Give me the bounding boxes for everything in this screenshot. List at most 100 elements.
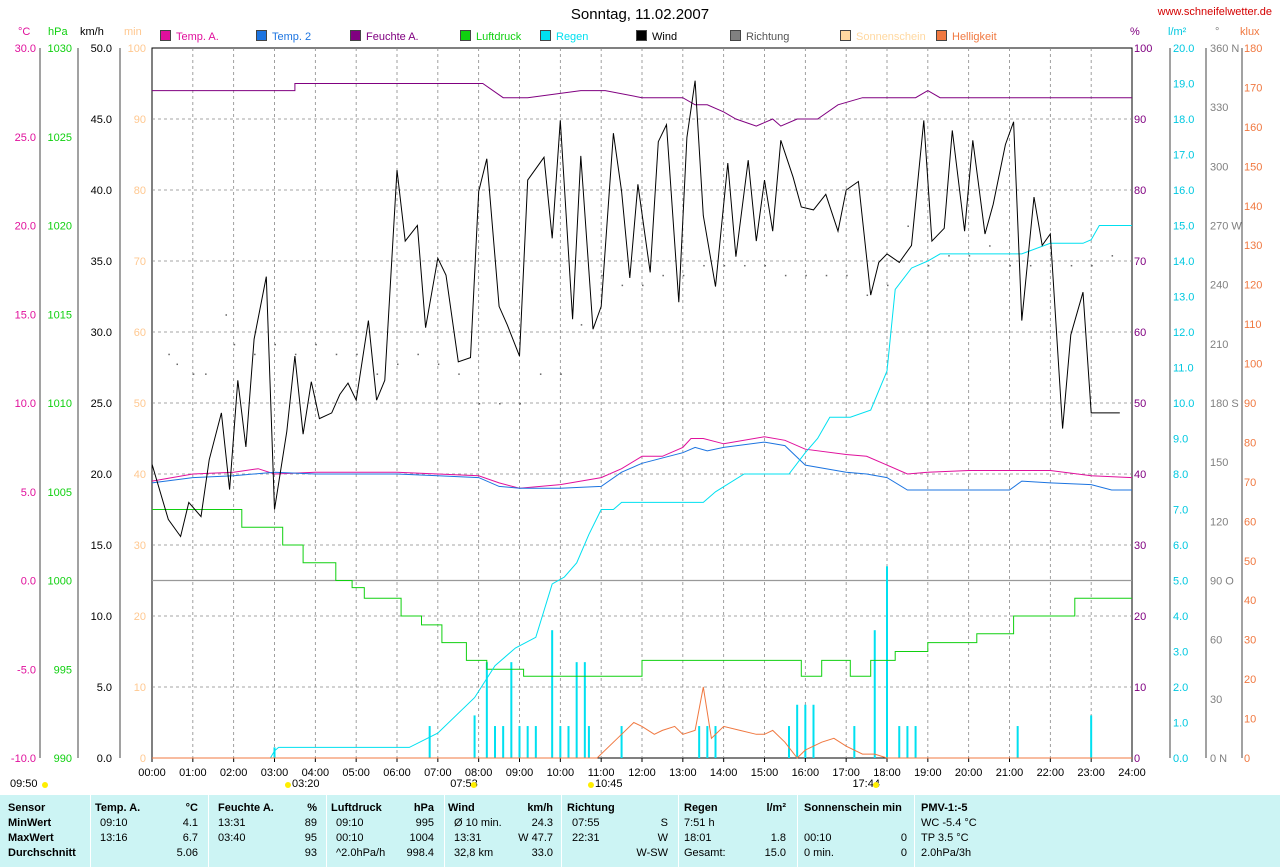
rain-bar	[914, 726, 917, 758]
direction-point	[744, 264, 746, 267]
direction-point	[805, 274, 807, 277]
dir-tick: 30	[1210, 694, 1222, 706]
rain-bar	[1090, 715, 1093, 758]
rain-bar	[714, 726, 717, 758]
direction-point	[437, 363, 440, 366]
stats-header: Luftdruck	[331, 802, 382, 814]
time-tick: 08:00	[465, 767, 493, 779]
time-tick: 19:00	[914, 767, 942, 779]
rain-tick: 11.0	[1173, 363, 1194, 375]
rain-bar	[804, 704, 807, 758]
direction-point	[335, 353, 338, 356]
stats-header: °C	[185, 802, 198, 814]
direction-point	[356, 353, 358, 356]
legend-label: Richtung	[746, 31, 790, 43]
legend-swatch	[840, 30, 851, 41]
stats-cell: 1004	[409, 832, 434, 844]
press-tick: 1030	[48, 43, 72, 55]
sunmin-tick: 30	[134, 540, 146, 552]
rain-bar	[898, 726, 901, 758]
series-line	[151, 80, 1120, 538]
legend-swatch	[730, 30, 741, 41]
stats-cell: 09:10	[100, 817, 128, 829]
direction-point	[205, 373, 207, 375]
series-line	[151, 441, 1132, 491]
stats-header: Temp. A.	[95, 802, 141, 814]
time-tick: 02:00	[220, 767, 248, 779]
direction-point	[176, 363, 178, 366]
rain-bar	[510, 662, 513, 758]
rain-tick: 17.0	[1173, 150, 1194, 162]
time-tick: 12:00	[628, 767, 656, 779]
temp-tick: 0.0	[21, 576, 36, 588]
stats-cell: 1.8	[770, 832, 786, 844]
stats-cell: 6.7	[182, 832, 198, 844]
humid-tick: 70	[1134, 256, 1146, 268]
dir-tick: 0 N	[1210, 753, 1227, 765]
sunmin-tick: 0	[140, 753, 146, 765]
humid-tick: 0	[1134, 753, 1140, 765]
time-tick: 01:00	[179, 767, 207, 779]
direction-point	[499, 403, 501, 405]
rain-tick: 16.0	[1173, 185, 1194, 197]
time-tick: 21:00	[996, 767, 1024, 779]
stats-row-label: MinWert	[8, 817, 52, 829]
klux-tick: 80	[1244, 437, 1256, 449]
legend-item: Helligkeit	[936, 30, 997, 43]
stats-cell: 15.0	[764, 847, 786, 859]
stats-header: Feuchte A.	[218, 802, 274, 814]
rain-bar	[502, 726, 505, 758]
direction-point	[458, 373, 460, 375]
humid-tick: 10	[1134, 682, 1146, 694]
direction-point	[989, 245, 991, 247]
time-tick: 15:00	[751, 767, 779, 779]
stats-cell: 32,8 km	[454, 847, 494, 859]
legend-swatch	[460, 30, 471, 41]
dir-tick: 360 N	[1210, 43, 1239, 55]
rain-bar	[567, 726, 570, 758]
klux-tick: 130	[1244, 240, 1262, 252]
press-tick: 990	[54, 753, 72, 765]
stats-header: Wind	[448, 802, 475, 814]
temp-tick: 10.0	[15, 398, 36, 410]
site-url[interactable]: www.schneifelwetter.de	[1157, 6, 1272, 18]
dir-tick: 300	[1210, 161, 1228, 173]
time-tick: 13:00	[669, 767, 697, 779]
rain-tick: 14.0	[1173, 256, 1194, 268]
legend-label: Sonnenschein	[856, 31, 926, 43]
temp-unit: °C	[18, 26, 31, 38]
temp-tick: -10.0	[11, 753, 36, 765]
wind-tick: 10.0	[91, 611, 112, 623]
legend-label: Feuchte A.	[366, 31, 419, 43]
sun-marker-icon	[284, 782, 291, 788]
stats-row-label: MaxWert	[8, 832, 54, 844]
stats-cell: 2.0hPa/3h	[921, 847, 972, 859]
rain-tick: 4.0	[1173, 611, 1188, 623]
humid-tick: 30	[1134, 540, 1146, 552]
direction-point	[1111, 255, 1114, 257]
stats-header: Richtung	[567, 802, 615, 814]
legend-item: Temp. A.	[160, 30, 219, 43]
klux-tick: 0	[1244, 753, 1250, 765]
time-tick: 20:00	[955, 767, 983, 779]
direction-point	[662, 274, 664, 277]
stats-header: PMV-1:-5	[921, 802, 968, 814]
stats-cell: Ø 10 min.	[454, 817, 502, 829]
press-tick: 1020	[48, 221, 72, 233]
direction-point	[539, 373, 542, 375]
stats-cell: TP 3.5 °C	[921, 832, 969, 844]
wind-tick: 20.0	[91, 469, 112, 481]
rain-tick: 5.0	[1173, 576, 1188, 588]
wind-tick: 30.0	[91, 327, 112, 339]
press-tick: 1000	[48, 576, 72, 588]
direction-point	[294, 353, 297, 356]
temp-tick: -5.0	[17, 664, 36, 676]
direction-point	[825, 274, 828, 277]
direction-point	[723, 264, 726, 267]
temp-tick: 30.0	[15, 43, 36, 55]
direction-point	[580, 324, 583, 326]
wind-tick: 0.0	[97, 753, 112, 765]
stats-cell: 13:31	[218, 817, 246, 829]
wind-tick: 5.0	[97, 682, 112, 694]
stats-cell: 95	[304, 832, 317, 844]
